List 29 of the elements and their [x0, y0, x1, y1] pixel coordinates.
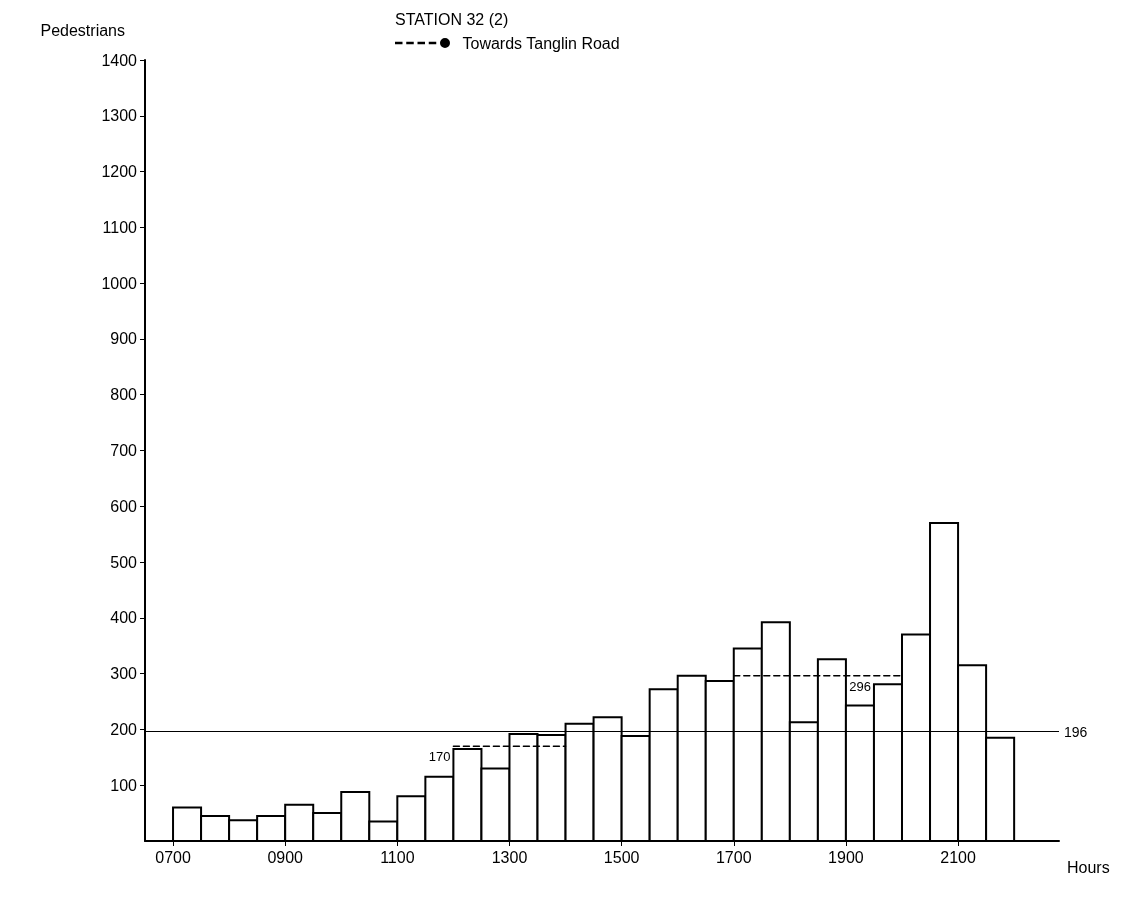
- annotation: 296: [849, 678, 871, 694]
- x-tick-label: 0900: [267, 848, 304, 866]
- x-tick-label: 1700: [715, 848, 752, 866]
- x-tick-label: 1100: [380, 848, 415, 866]
- annotation: 170: [428, 749, 451, 765]
- y-tick-label: 500: [110, 553, 138, 571]
- y-tick-label: 400: [110, 609, 138, 627]
- y-tick-label: 1400: [101, 51, 138, 69]
- x-tick-label: 1500: [603, 848, 640, 866]
- y-tick-label: 800: [110, 386, 138, 404]
- y-tick-label: 300: [110, 665, 138, 683]
- y-tick-label: 1300: [101, 107, 138, 125]
- y-tick-label: 600: [110, 497, 138, 515]
- chart-title: STATION 32 (2): [395, 10, 509, 28]
- x-tick-label: 1900: [828, 848, 864, 866]
- x-axis-title: Hours: [1067, 858, 1110, 876]
- y-axis-title: Pedestrians: [40, 21, 125, 39]
- y-tick-label: 700: [110, 442, 138, 459]
- ref-line-label: 196: [1064, 723, 1088, 740]
- legend-label: Towards Tanglin Road: [462, 34, 620, 52]
- y-tick-label: 1000: [101, 274, 138, 292]
- y-tick-label: 100: [110, 776, 138, 794]
- y-tick-label: 1200: [101, 163, 138, 181]
- y-tick-label: 900: [110, 330, 138, 348]
- y-tick-label: 1100: [102, 218, 138, 236]
- x-tick-label: 0700: [155, 848, 191, 866]
- x-tick-label: 2100: [940, 848, 976, 866]
- x-tick-label: 1300: [491, 848, 528, 866]
- y-tick-label: 200: [110, 720, 138, 738]
